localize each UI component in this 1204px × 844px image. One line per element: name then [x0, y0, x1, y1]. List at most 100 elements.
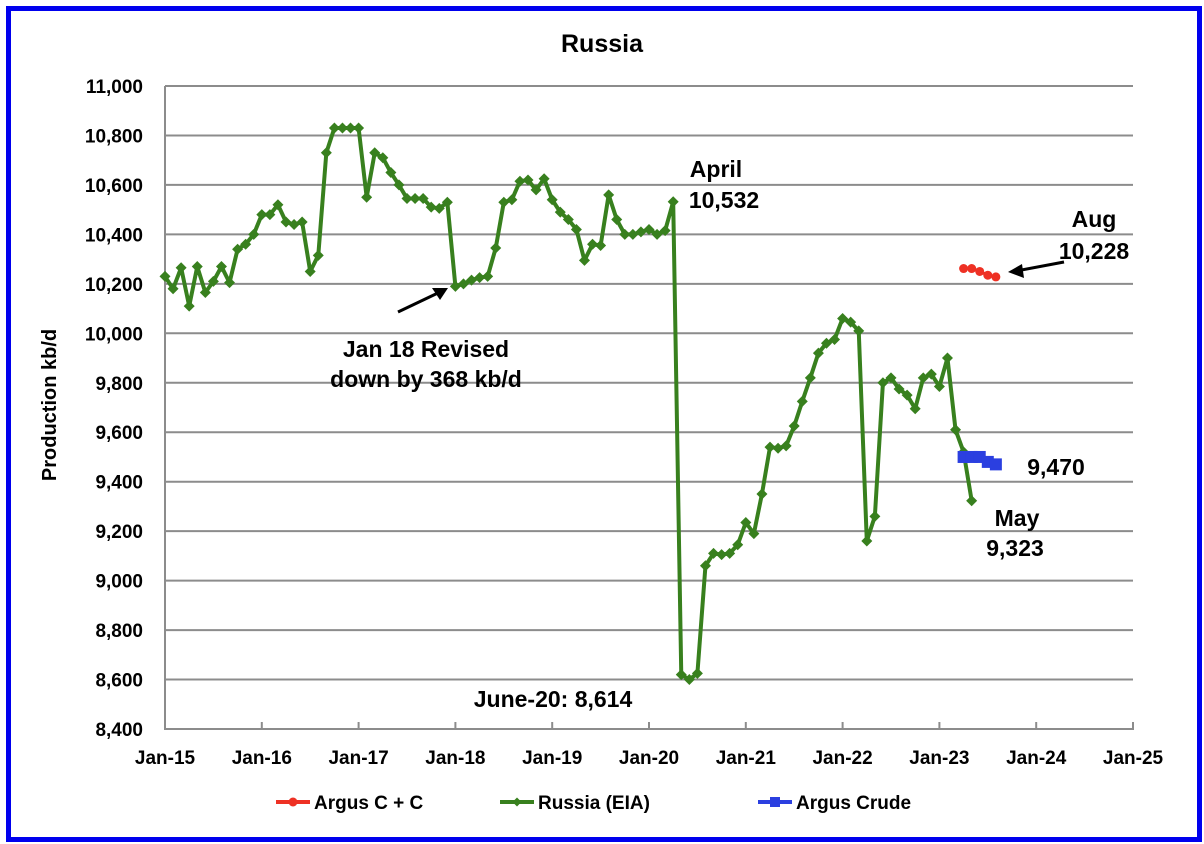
data-point: [296, 216, 308, 228]
data-point: [893, 383, 905, 395]
data-point: [522, 174, 534, 186]
data-point: [788, 420, 800, 432]
annotation-jan18-line1: Jan 18 Revised: [343, 336, 509, 362]
y-tick-label: 10,400: [85, 225, 143, 246]
legend-item-argus-crude: Argus Crude: [758, 793, 911, 814]
data-point: [530, 184, 542, 196]
data-point: [748, 528, 760, 540]
data-point: [611, 214, 623, 226]
data-point: [490, 242, 502, 254]
data-point: [353, 122, 365, 134]
data-point: [724, 547, 736, 559]
data-point: [967, 264, 977, 274]
data-point: [853, 325, 865, 337]
data-point: [312, 249, 324, 261]
data-point: [433, 202, 445, 214]
axes: [164, 86, 1134, 730]
y-tick-label: 8,600: [95, 671, 143, 692]
data-point: [369, 147, 381, 159]
y-tick-label: 8,800: [95, 621, 143, 642]
legend-item-argus-c-c: Argus C + C: [276, 793, 424, 814]
y-axis-label: Production kb/d: [39, 329, 61, 481]
data-point: [215, 261, 227, 273]
data-point: [675, 669, 687, 681]
data-point: [691, 667, 703, 679]
data-point: [232, 243, 244, 255]
data-point: [466, 274, 478, 286]
data-point: [885, 372, 897, 384]
data-point: [812, 347, 824, 359]
data-point: [320, 147, 332, 159]
x-tick-label: Jan-20: [619, 748, 679, 769]
data-point: [983, 270, 993, 280]
data-point: [167, 283, 179, 295]
data-point: [183, 300, 195, 312]
data-point: [288, 218, 300, 230]
x-tick-label: Jan-21: [716, 748, 777, 769]
data-point: [869, 510, 881, 522]
data-point: [482, 270, 494, 282]
x-tick-label: Jan-19: [522, 748, 582, 769]
series-argus-c-c: [959, 264, 1001, 282]
annotation-aug-label: Aug: [1072, 206, 1117, 232]
data-point: [474, 272, 486, 284]
x-tick-label: Jan-25: [1103, 748, 1164, 769]
data-point: [272, 199, 284, 211]
data-point: [280, 216, 292, 228]
data-point: [764, 441, 776, 453]
data-point: [845, 316, 857, 328]
data-point: [256, 209, 268, 221]
data-point: [756, 488, 768, 500]
data-point: [175, 262, 187, 274]
annotation-may-label: May: [995, 505, 1040, 531]
series-russia-eia-: [159, 122, 978, 686]
data-point: [941, 352, 953, 364]
y-tick-label: 9,200: [95, 522, 143, 543]
data-point: [199, 287, 211, 299]
annotation-aug-value: 10,228: [1059, 238, 1130, 264]
data-point: [336, 122, 348, 134]
data-point: [683, 674, 695, 686]
y-tick-label: 9,000: [95, 572, 143, 593]
x-tick-label: Jan-16: [232, 748, 292, 769]
data-point: [248, 228, 260, 240]
data-point: [546, 194, 558, 206]
data-point: [538, 173, 550, 185]
y-tick-label: 10,800: [85, 126, 143, 147]
data-point: [772, 442, 784, 454]
series-argus-crude: [957, 450, 1002, 471]
data-point: [699, 560, 711, 572]
legend: Argus C + C Russia (EIA) Argus Crude: [276, 793, 911, 814]
gridlines: [165, 85, 1133, 681]
data-point: [562, 214, 574, 226]
chart-title: Russia: [561, 30, 644, 58]
data-point: [401, 193, 413, 205]
x-tick-label: Jan-18: [425, 748, 485, 769]
y-tick-label: 9,800: [95, 374, 143, 395]
y-tick-label: 10,600: [85, 176, 143, 197]
data-point: [417, 193, 429, 205]
chart-frame: [6, 6, 1202, 842]
data-point: [619, 228, 631, 240]
data-point: [578, 254, 590, 266]
data-point: [667, 196, 679, 208]
x-tick-label: Jan-23: [909, 748, 969, 769]
data-point: [837, 312, 849, 324]
arrow-icon-aug: [1008, 260, 1065, 278]
arrow-icon-jan18: [397, 288, 448, 314]
y-tick-label: 10,200: [85, 275, 143, 296]
data-point: [240, 238, 252, 250]
legend-item-russia-eia-: Russia (EIA): [500, 793, 650, 814]
data-point: [587, 238, 599, 250]
data-point: [554, 206, 566, 218]
data-point: [345, 122, 357, 134]
annotation-argus-crude: 9,470: [1027, 454, 1085, 480]
data-point: [512, 797, 522, 807]
legend-label: Russia (EIA): [538, 793, 650, 814]
data-point: [514, 175, 526, 187]
data-point: [393, 179, 405, 191]
data-point: [770, 797, 780, 807]
data-point: [457, 278, 469, 290]
data-point: [264, 209, 276, 221]
data-point: [989, 458, 1002, 471]
